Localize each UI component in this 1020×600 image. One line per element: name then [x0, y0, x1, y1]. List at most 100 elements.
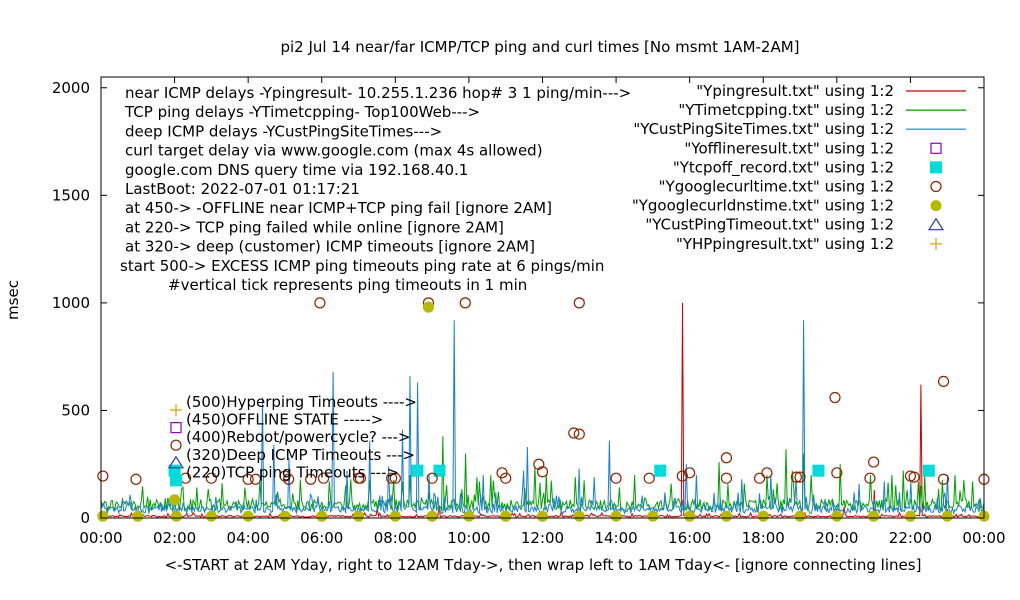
x-tick-label: 22:00	[889, 529, 932, 547]
marker-note: (450)OFFLINE STATE ----->	[186, 411, 383, 429]
x-tick-label: 00:00	[79, 529, 122, 547]
data-point	[249, 473, 262, 485]
data-point	[829, 391, 841, 404]
data-point	[904, 510, 916, 522]
data-point	[537, 510, 548, 522]
marker-note: (220)TCP ping Timeouts --->	[186, 463, 399, 481]
note-marker	[170, 422, 182, 434]
x-tick-label: 06:00	[300, 529, 343, 547]
info-line: google.com DNS query time via 192.168.40…	[125, 161, 468, 179]
data-point	[411, 464, 424, 477]
y-axis-label: msec	[4, 280, 22, 320]
x-tick-label: 14:00	[594, 529, 637, 547]
data-point	[389, 472, 401, 484]
data-point	[922, 464, 935, 477]
legend-label: "Ygooglecurltime.txt" using 1:2	[659, 178, 894, 196]
legend-marker	[930, 200, 942, 212]
data-point	[205, 510, 217, 522]
info-line: #vertical tick represents ping timeouts …	[168, 276, 527, 294]
legend-label: "YCustPingSiteTimes.txt" using 1:2	[633, 120, 894, 138]
data-point	[317, 472, 330, 484]
legend-marker	[927, 217, 945, 231]
data-point	[97, 470, 109, 482]
data-point	[279, 470, 291, 482]
info-line: at 450-> -OFFLINE near ICMP+TCP ping fai…	[125, 199, 552, 217]
data-point	[500, 510, 512, 522]
note-marker	[170, 404, 182, 416]
data-point	[610, 510, 622, 522]
data-point	[242, 473, 254, 485]
info-line: deep ICMP delays -YCustPingSiteTimes--->	[125, 122, 442, 140]
data-point	[937, 473, 950, 485]
data-point	[386, 472, 398, 484]
data-point	[684, 467, 696, 479]
data-point	[389, 510, 401, 522]
data-point	[426, 472, 438, 484]
x-tick-label: 04:00	[227, 529, 270, 547]
data-point	[684, 510, 696, 522]
x-tick-label: 00:00	[962, 529, 1005, 547]
info-line: near ICMP delays -Ypingresult- 10.255.1.…	[125, 84, 631, 102]
legend-label: "Ytcpoff_record.txt" using 1:2	[673, 158, 894, 177]
data-point	[463, 510, 475, 522]
data-point	[831, 510, 843, 522]
marker-note: (500)Hyperping Timeouts ---->	[186, 393, 417, 411]
info-line: curl target delay via www.google.com (ma…	[125, 142, 543, 160]
legend-label: "Ygooglecurldnstime.txt" using 1:2	[632, 197, 894, 215]
info-text-block: near ICMP delays -Ypingresult- 10.255.1.…	[120, 84, 631, 294]
data-point	[753, 472, 766, 484]
data-point	[573, 428, 585, 440]
legend-label: "Ypingresult.txt" using 1:2	[696, 82, 894, 100]
data-point	[500, 472, 512, 484]
note-marker	[170, 439, 182, 451]
data-point	[864, 472, 876, 484]
data-point	[794, 510, 806, 522]
data-point	[205, 472, 217, 484]
x-tick-label: 10:00	[447, 529, 490, 547]
data-point	[610, 472, 622, 484]
data-point	[868, 510, 880, 522]
legend-label: "YTimetcpping.txt" using 1:2	[678, 101, 894, 119]
data-point	[720, 510, 732, 522]
x-tick-label: 20:00	[815, 529, 858, 547]
data-point	[459, 297, 471, 309]
data-point	[354, 472, 366, 484]
legend-label: "YCustPingTimeout.txt" using 1:2	[645, 216, 894, 234]
data-point	[908, 471, 920, 483]
info-line: start 500-> EXCESS ICMP ping timeouts pi…	[120, 257, 604, 275]
x-axis-label: <-START at 2AM Yday, right to 12AM Tday-…	[165, 556, 922, 574]
data-point	[812, 464, 825, 477]
plot-frame	[100, 76, 985, 519]
data-point	[937, 375, 950, 387]
x-tick-label: 12:00	[521, 529, 564, 547]
x-tick-label: 16:00	[668, 529, 711, 547]
data-point	[573, 510, 585, 522]
legend-label: "Yofflineresult.txt" using 1:2	[684, 139, 894, 157]
legend-marker	[930, 142, 942, 154]
data-point	[573, 297, 585, 309]
note-marker	[170, 474, 182, 487]
info-line: at 220-> TCP ping failed while online [i…	[125, 218, 504, 236]
marker-notes: (500)Hyperping Timeouts ---->(450)OFFLIN…	[167, 393, 417, 487]
legend-marker	[930, 237, 942, 250]
data-point	[433, 464, 446, 477]
data-point	[132, 510, 144, 522]
data-point	[314, 297, 326, 309]
marker-note: (400)Reboot/powercycle? --->	[186, 428, 410, 446]
x-tick-label: 08:00	[374, 529, 417, 547]
data-point	[130, 473, 142, 485]
data-point	[941, 510, 953, 522]
data-point	[761, 467, 773, 479]
data-point	[169, 494, 181, 506]
data-point	[643, 472, 655, 484]
tick-labels: 00:00 02:00 04:00 06:00 08:00 10:00 12:00 14:00…	[52, 79, 1006, 547]
data-point	[353, 510, 365, 522]
data-point	[536, 466, 549, 478]
data-point	[283, 473, 295, 485]
chart-title: pi2 Jul 14 near/far ICMP/TCP ping and cu…	[280, 38, 799, 56]
y-tick-label: 500	[61, 401, 90, 419]
x-tick-label: 18:00	[742, 529, 785, 547]
data-point	[422, 301, 434, 313]
data-point	[426, 510, 438, 522]
data-point	[647, 510, 659, 522]
